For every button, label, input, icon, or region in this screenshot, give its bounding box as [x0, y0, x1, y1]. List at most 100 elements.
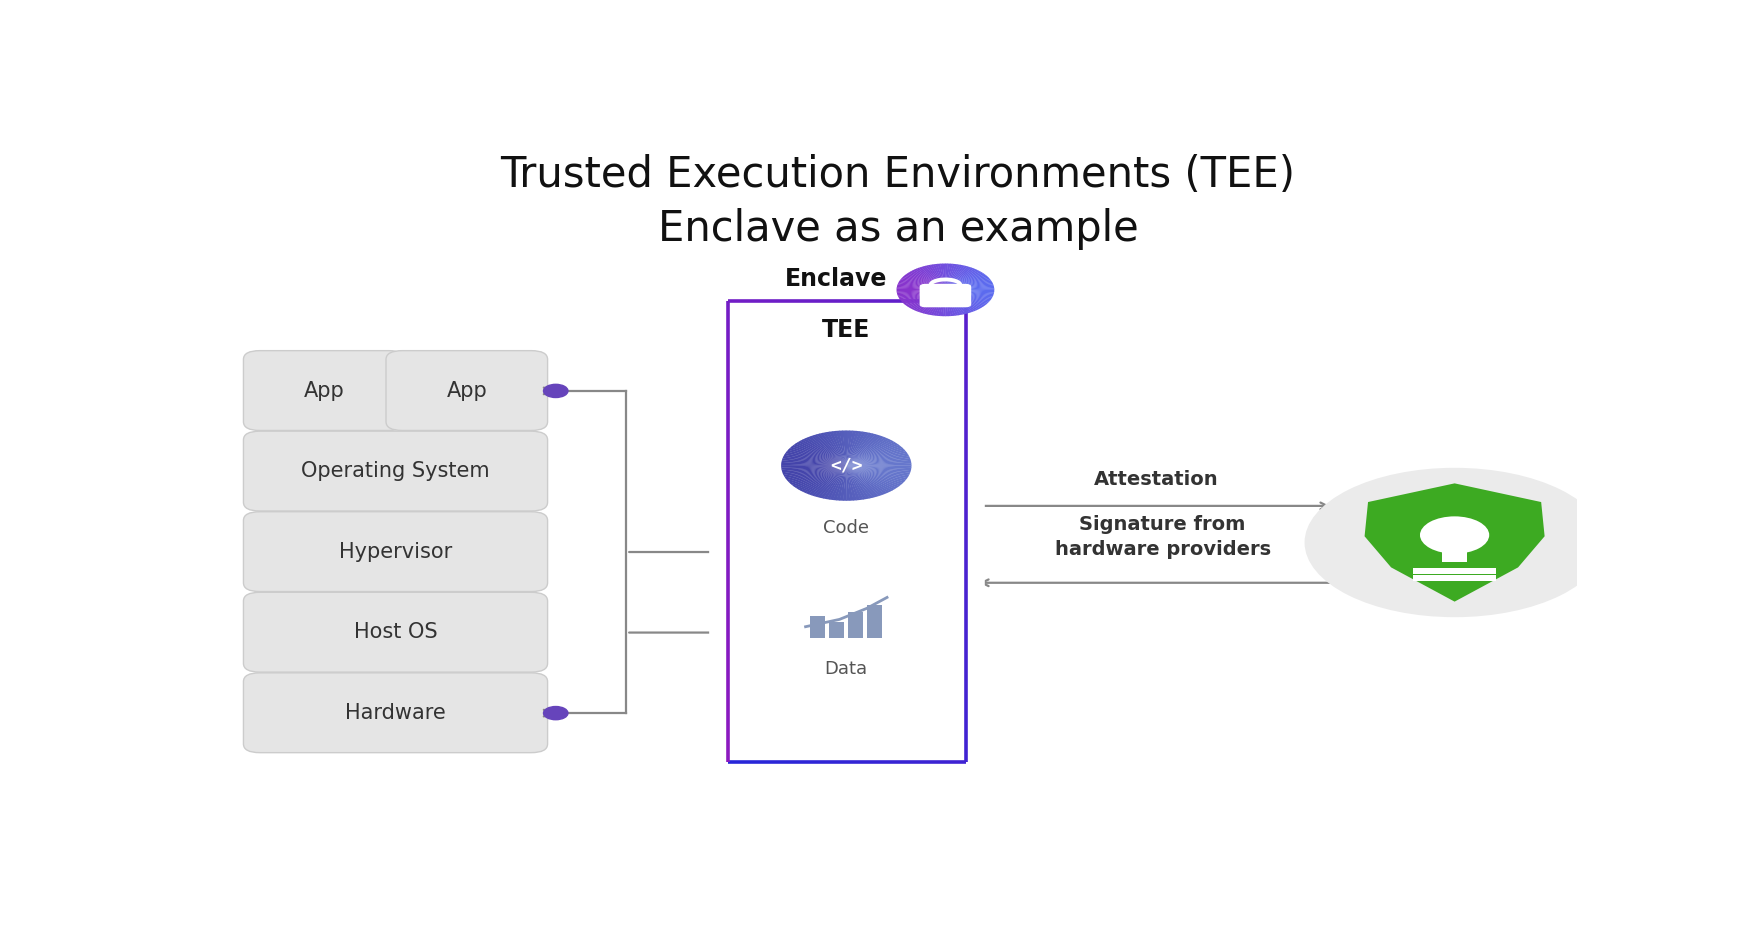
Wedge shape [846, 451, 908, 466]
Wedge shape [846, 439, 892, 466]
Wedge shape [804, 437, 846, 466]
Wedge shape [846, 466, 899, 488]
Wedge shape [846, 435, 881, 466]
Wedge shape [946, 269, 978, 290]
Wedge shape [946, 263, 953, 290]
Wedge shape [941, 290, 946, 316]
Wedge shape [897, 290, 946, 297]
Wedge shape [846, 466, 857, 500]
Wedge shape [846, 437, 887, 466]
Wedge shape [943, 263, 946, 290]
Wedge shape [829, 466, 846, 500]
Wedge shape [785, 466, 846, 478]
Wedge shape [846, 432, 869, 466]
Wedge shape [794, 443, 846, 466]
Wedge shape [946, 290, 972, 313]
Wedge shape [846, 438, 890, 466]
Text: Hypervisor: Hypervisor [338, 542, 452, 562]
Wedge shape [897, 290, 946, 293]
Wedge shape [913, 290, 946, 310]
Circle shape [543, 707, 568, 720]
Wedge shape [846, 466, 853, 501]
Wedge shape [846, 466, 872, 498]
Wedge shape [946, 266, 971, 290]
Wedge shape [839, 431, 846, 466]
Wedge shape [946, 290, 986, 305]
Wedge shape [846, 431, 853, 466]
Wedge shape [846, 431, 850, 466]
Wedge shape [946, 290, 957, 316]
Wedge shape [929, 290, 946, 315]
FancyBboxPatch shape [244, 673, 548, 752]
Wedge shape [846, 455, 909, 466]
Wedge shape [811, 466, 846, 496]
Wedge shape [846, 466, 885, 495]
Wedge shape [946, 284, 993, 290]
Wedge shape [946, 290, 971, 313]
Bar [809, 615, 825, 638]
Ellipse shape [1305, 468, 1605, 617]
Wedge shape [925, 265, 946, 290]
Wedge shape [946, 290, 953, 316]
Text: Enclave: Enclave [785, 267, 888, 291]
Wedge shape [946, 264, 960, 290]
Wedge shape [901, 290, 946, 302]
Wedge shape [846, 466, 894, 492]
Wedge shape [811, 436, 846, 466]
Wedge shape [897, 290, 946, 294]
Wedge shape [906, 290, 946, 306]
Wedge shape [897, 285, 946, 290]
Wedge shape [846, 431, 864, 466]
Wedge shape [790, 446, 846, 466]
Wedge shape [946, 290, 976, 311]
Wedge shape [802, 438, 846, 466]
Wedge shape [946, 273, 985, 290]
Wedge shape [904, 275, 946, 290]
Wedge shape [946, 290, 960, 316]
Wedge shape [946, 290, 985, 306]
Wedge shape [946, 272, 983, 290]
Wedge shape [808, 437, 846, 466]
Wedge shape [899, 280, 946, 290]
FancyBboxPatch shape [244, 512, 548, 592]
Wedge shape [946, 278, 990, 290]
Wedge shape [816, 466, 846, 497]
Wedge shape [846, 466, 902, 485]
Wedge shape [846, 466, 904, 483]
Wedge shape [946, 264, 964, 290]
Wedge shape [916, 290, 946, 312]
Wedge shape [781, 458, 846, 466]
FancyBboxPatch shape [385, 351, 548, 431]
Wedge shape [781, 464, 846, 466]
Wedge shape [946, 290, 992, 301]
Wedge shape [930, 290, 946, 316]
Wedge shape [944, 263, 948, 290]
Wedge shape [846, 458, 911, 466]
Wedge shape [846, 465, 911, 468]
Wedge shape [946, 290, 969, 314]
FancyBboxPatch shape [710, 291, 985, 772]
Wedge shape [899, 281, 946, 290]
Wedge shape [932, 290, 946, 316]
Wedge shape [846, 466, 864, 500]
Wedge shape [946, 290, 990, 303]
Wedge shape [946, 290, 993, 298]
Wedge shape [946, 271, 981, 290]
Wedge shape [783, 466, 846, 475]
FancyBboxPatch shape [244, 431, 548, 511]
Wedge shape [801, 439, 846, 466]
Wedge shape [846, 466, 895, 491]
Wedge shape [920, 266, 946, 290]
Wedge shape [792, 466, 846, 487]
Wedge shape [846, 461, 911, 466]
Wedge shape [846, 443, 899, 466]
Circle shape [939, 293, 953, 301]
Wedge shape [946, 287, 993, 290]
Wedge shape [843, 466, 846, 501]
Wedge shape [785, 452, 846, 466]
Wedge shape [897, 284, 946, 290]
Wedge shape [946, 265, 967, 290]
Wedge shape [923, 265, 946, 290]
Wedge shape [946, 277, 988, 290]
Wedge shape [846, 466, 880, 497]
